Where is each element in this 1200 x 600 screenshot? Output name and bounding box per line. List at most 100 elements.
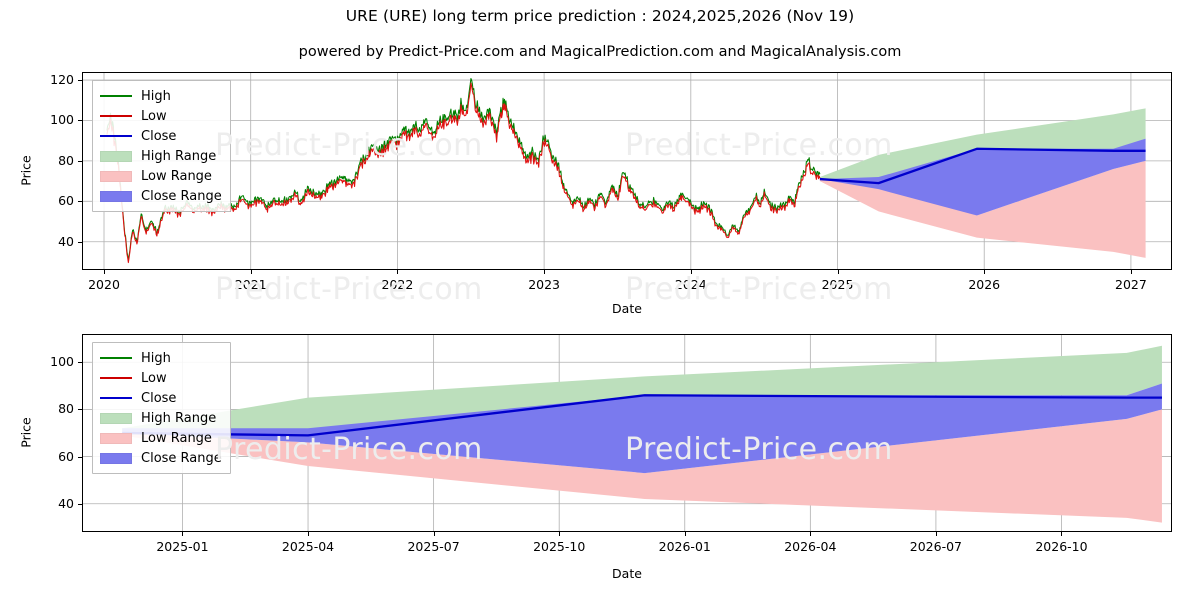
top-chart-y-tick: 60 bbox=[58, 193, 74, 209]
top-chart-y-tick-mark bbox=[78, 120, 82, 122]
top-chart-legend-item-high-range: High Range bbox=[100, 146, 222, 166]
bottom-chart-plot bbox=[82, 334, 1172, 532]
bottom-chart-legend: High Low Close High Range Low Range Close Ran… bbox=[92, 342, 231, 474]
legend-label: Close bbox=[141, 390, 177, 406]
top-chart-y-tick-mark bbox=[78, 241, 82, 243]
top-chart-x-tick-mark bbox=[984, 270, 986, 274]
top-chart-legend-item-close: Close bbox=[100, 126, 222, 146]
top-chart-y-tick-mark bbox=[78, 160, 82, 162]
bottom-chart-legend-item-close: Close bbox=[100, 388, 222, 408]
bottom-chart-x-tick-mark bbox=[308, 532, 310, 536]
bottom-chart-legend-item-high: High bbox=[100, 348, 222, 368]
top-chart-x-tick: 2027 bbox=[1115, 277, 1147, 292]
bottom-chart-y-tick: 60 bbox=[58, 448, 74, 464]
bottom-chart-x-tick: 2026-10 bbox=[1035, 539, 1088, 554]
legend-label: Low bbox=[141, 370, 167, 386]
page-subtitle: powered by Predict-Price.com and Magical… bbox=[298, 44, 902, 60]
top-chart-x-tick: 2023 bbox=[528, 277, 561, 292]
bottom-chart-y-tick-mark bbox=[78, 409, 82, 411]
legend-line-swatch-icon bbox=[100, 115, 132, 117]
legend-patch-swatch-icon bbox=[100, 412, 132, 424]
bottom-chart-legend-item-high-range: High Range bbox=[100, 408, 222, 428]
legend-line-swatch-icon bbox=[100, 397, 132, 399]
bottom-chart-y-tick-mark bbox=[78, 362, 82, 364]
legend-patch-swatch-icon bbox=[100, 150, 132, 162]
bottom-chart-x-tick-mark bbox=[433, 532, 435, 536]
top-chart-plot bbox=[82, 72, 1172, 270]
legend-patch-swatch-icon bbox=[100, 170, 132, 182]
top-chart-x-tick: 2024 bbox=[674, 277, 707, 292]
top-chart-x-axis-label: Date bbox=[612, 301, 642, 316]
legend-line-swatch-icon bbox=[100, 377, 132, 379]
bottom-chart-x-tick: 2026-01 bbox=[658, 539, 711, 554]
bottom-chart-x-tick: 2026-07 bbox=[909, 539, 963, 554]
bottom-chart-legend-item-close-range: Close Range bbox=[100, 448, 222, 468]
bottom-chart-y-tick-mark bbox=[78, 456, 82, 458]
top-chart-x-tick: 2022 bbox=[381, 277, 414, 292]
legend-label: Low bbox=[141, 108, 167, 124]
top-chart-y-tick: 120 bbox=[50, 72, 74, 88]
legend-line-swatch-icon bbox=[100, 135, 132, 137]
legend-label: Close Range bbox=[141, 188, 222, 204]
bottom-chart-legend-item-low-range: Low Range bbox=[100, 428, 222, 448]
page-title: URE (URE) long term price prediction : 2… bbox=[345, 7, 855, 25]
top-chart-y-tick: 80 bbox=[58, 152, 74, 168]
legend-patch-swatch-icon bbox=[100, 190, 132, 202]
legend-label: Close Range bbox=[141, 450, 222, 466]
bottom-chart-x-axis-label: Date bbox=[612, 566, 642, 581]
top-chart-y-axis-label: Price bbox=[18, 155, 34, 186]
bottom-chart-x-tick-mark bbox=[559, 532, 561, 536]
bottom-chart-x-tick: 2025-07 bbox=[407, 539, 460, 554]
bottom-chart-y-tick: 100 bbox=[50, 354, 74, 370]
bottom-chart-legend-item-low: Low bbox=[100, 368, 222, 388]
bottom-chart-x-tick: 2026-04 bbox=[784, 539, 837, 554]
bottom-chart-x-tick: 2025-10 bbox=[533, 539, 586, 554]
top-chart-x-tick-mark bbox=[544, 270, 546, 274]
top-chart-x-tick-mark bbox=[1130, 270, 1132, 274]
top-chart-y-tick: 40 bbox=[58, 233, 74, 249]
top-chart-legend-item-low: Low bbox=[100, 106, 222, 126]
legend-label: Low Range bbox=[141, 430, 212, 446]
bottom-chart-x-tick-mark bbox=[935, 532, 937, 536]
top-chart-legend: High Low Close High Range Low Range Close Ran… bbox=[92, 80, 231, 212]
legend-label: High bbox=[141, 350, 171, 366]
top-chart-x-tick-mark bbox=[250, 270, 252, 274]
bottom-chart-x-tick: 2025-04 bbox=[281, 539, 335, 554]
legend-label: High Range bbox=[141, 148, 217, 164]
top-chart-legend-item-low-range: Low Range bbox=[100, 166, 222, 186]
bottom-chart-x-tick-mark bbox=[1061, 532, 1063, 536]
top-chart-x-tick: 2026 bbox=[968, 277, 1001, 292]
bottom-chart-frame bbox=[82, 334, 1172, 532]
top-chart-x-tick-mark bbox=[690, 270, 692, 274]
legend-label: Close bbox=[141, 128, 177, 144]
top-chart-panel bbox=[82, 72, 1172, 270]
bottom-chart-panel bbox=[82, 334, 1172, 532]
bottom-chart-y-axis-label: Price bbox=[18, 417, 34, 448]
bottom-chart-y-tick: 40 bbox=[58, 495, 74, 511]
bottom-chart-x-tick: 2025-01 bbox=[156, 539, 209, 554]
top-chart-legend-item-high: High bbox=[100, 86, 222, 106]
top-chart-x-tick-mark bbox=[397, 270, 399, 274]
top-chart-x-tick-mark bbox=[837, 270, 839, 274]
bottom-chart-y-tick-mark bbox=[78, 503, 82, 505]
top-chart-x-tick-mark bbox=[104, 270, 105, 274]
top-chart-x-tick: 2020 bbox=[88, 277, 120, 292]
top-chart-x-tick: 2025 bbox=[821, 277, 854, 292]
legend-patch-swatch-icon bbox=[100, 432, 132, 444]
top-chart-y-tick-mark bbox=[78, 80, 82, 82]
top-chart-x-tick: 2021 bbox=[234, 277, 267, 292]
top-chart-frame bbox=[82, 72, 1172, 270]
legend-label: Low Range bbox=[141, 168, 212, 184]
top-chart-legend-item-close-range: Close Range bbox=[100, 186, 222, 206]
legend-patch-swatch-icon bbox=[100, 452, 132, 464]
bottom-chart-x-tick-mark bbox=[182, 532, 184, 536]
legend-label: High bbox=[141, 88, 171, 104]
top-chart-y-tick-mark bbox=[78, 201, 82, 203]
legend-label: High Range bbox=[141, 410, 217, 426]
bottom-chart-y-tick: 80 bbox=[58, 401, 74, 417]
top-chart-y-tick: 100 bbox=[50, 112, 74, 128]
bottom-chart-x-tick-mark bbox=[684, 532, 686, 536]
legend-line-swatch-icon bbox=[100, 95, 132, 97]
legend-line-swatch-icon bbox=[100, 357, 132, 359]
